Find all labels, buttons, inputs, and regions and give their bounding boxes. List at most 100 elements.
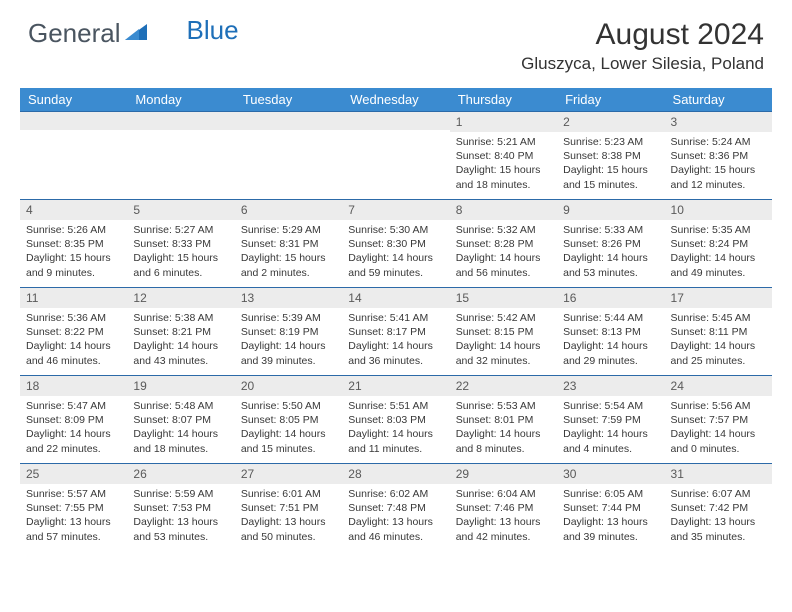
daylight-text: Daylight: 14 hours and 32 minutes.	[456, 339, 551, 367]
calendar-day-cell: 27Sunrise: 6:01 AMSunset: 7:51 PMDayligh…	[235, 464, 342, 552]
logo-text-2: Blue	[187, 15, 239, 46]
sunset-text: Sunset: 8:33 PM	[133, 237, 228, 251]
day-data: Sunrise: 6:04 AMSunset: 7:46 PMDaylight:…	[450, 484, 557, 548]
day-number: 7	[342, 200, 449, 220]
sunset-text: Sunset: 7:59 PM	[563, 413, 658, 427]
day-number: 17	[665, 288, 772, 308]
sunrise-text: Sunrise: 5:59 AM	[133, 487, 228, 501]
day-data: Sunrise: 5:32 AMSunset: 8:28 PMDaylight:…	[450, 220, 557, 284]
sunset-text: Sunset: 8:36 PM	[671, 149, 766, 163]
sunset-text: Sunset: 7:48 PM	[348, 501, 443, 515]
day-data: Sunrise: 5:27 AMSunset: 8:33 PMDaylight:…	[127, 220, 234, 284]
sunrise-text: Sunrise: 5:41 AM	[348, 311, 443, 325]
calendar-day-cell	[342, 112, 449, 200]
daylight-text: Daylight: 14 hours and 0 minutes.	[671, 427, 766, 455]
sunrise-text: Sunrise: 5:33 AM	[563, 223, 658, 237]
day-header: Thursday	[450, 88, 557, 112]
day-number: 24	[665, 376, 772, 396]
sunset-text: Sunset: 8:03 PM	[348, 413, 443, 427]
location-text: Gluszyca, Lower Silesia, Poland	[521, 54, 764, 74]
day-number: 16	[557, 288, 664, 308]
sunset-text: Sunset: 8:38 PM	[563, 149, 658, 163]
daylight-text: Daylight: 14 hours and 59 minutes.	[348, 251, 443, 279]
day-data: Sunrise: 5:56 AMSunset: 7:57 PMDaylight:…	[665, 396, 772, 460]
day-number: 20	[235, 376, 342, 396]
sunrise-text: Sunrise: 5:48 AM	[133, 399, 228, 413]
day-number: 12	[127, 288, 234, 308]
daylight-text: Daylight: 15 hours and 6 minutes.	[133, 251, 228, 279]
day-data: Sunrise: 5:21 AMSunset: 8:40 PMDaylight:…	[450, 132, 557, 196]
month-title: August 2024	[521, 18, 764, 52]
sunrise-text: Sunrise: 5:53 AM	[456, 399, 551, 413]
calendar-day-cell: 19Sunrise: 5:48 AMSunset: 8:07 PMDayligh…	[127, 376, 234, 464]
day-number	[342, 112, 449, 130]
day-data: Sunrise: 5:45 AMSunset: 8:11 PMDaylight:…	[665, 308, 772, 372]
daylight-text: Daylight: 13 hours and 53 minutes.	[133, 515, 228, 543]
sunset-text: Sunset: 8:05 PM	[241, 413, 336, 427]
day-data: Sunrise: 5:53 AMSunset: 8:01 PMDaylight:…	[450, 396, 557, 460]
day-data: Sunrise: 5:29 AMSunset: 8:31 PMDaylight:…	[235, 220, 342, 284]
daylight-text: Daylight: 13 hours and 50 minutes.	[241, 515, 336, 543]
daylight-text: Daylight: 15 hours and 18 minutes.	[456, 163, 551, 191]
day-number: 1	[450, 112, 557, 132]
sunset-text: Sunset: 8:09 PM	[26, 413, 121, 427]
daylight-text: Daylight: 15 hours and 2 minutes.	[241, 251, 336, 279]
calendar-day-cell: 12Sunrise: 5:38 AMSunset: 8:21 PMDayligh…	[127, 288, 234, 376]
calendar-day-cell: 20Sunrise: 5:50 AMSunset: 8:05 PMDayligh…	[235, 376, 342, 464]
sunset-text: Sunset: 7:53 PM	[133, 501, 228, 515]
sunrise-text: Sunrise: 5:50 AM	[241, 399, 336, 413]
sunrise-text: Sunrise: 5:36 AM	[26, 311, 121, 325]
daylight-text: Daylight: 14 hours and 8 minutes.	[456, 427, 551, 455]
daylight-text: Daylight: 13 hours and 46 minutes.	[348, 515, 443, 543]
sunset-text: Sunset: 8:21 PM	[133, 325, 228, 339]
calendar-week-row: 18Sunrise: 5:47 AMSunset: 8:09 PMDayligh…	[20, 376, 772, 464]
sunrise-text: Sunrise: 5:23 AM	[563, 135, 658, 149]
day-header: Friday	[557, 88, 664, 112]
day-number: 8	[450, 200, 557, 220]
title-block: August 2024 Gluszyca, Lower Silesia, Pol…	[521, 18, 764, 74]
day-number: 3	[665, 112, 772, 132]
sunrise-text: Sunrise: 5:44 AM	[563, 311, 658, 325]
daylight-text: Daylight: 14 hours and 4 minutes.	[563, 427, 658, 455]
day-data: Sunrise: 6:05 AMSunset: 7:44 PMDaylight:…	[557, 484, 664, 548]
daylight-text: Daylight: 14 hours and 18 minutes.	[133, 427, 228, 455]
sunrise-text: Sunrise: 6:02 AM	[348, 487, 443, 501]
day-number: 5	[127, 200, 234, 220]
day-number	[235, 112, 342, 130]
sunrise-text: Sunrise: 5:57 AM	[26, 487, 121, 501]
calendar-day-cell: 2Sunrise: 5:23 AMSunset: 8:38 PMDaylight…	[557, 112, 664, 200]
day-data: Sunrise: 5:30 AMSunset: 8:30 PMDaylight:…	[342, 220, 449, 284]
calendar-day-cell: 9Sunrise: 5:33 AMSunset: 8:26 PMDaylight…	[557, 200, 664, 288]
day-number: 21	[342, 376, 449, 396]
day-data: Sunrise: 5:54 AMSunset: 7:59 PMDaylight:…	[557, 396, 664, 460]
day-header: Monday	[127, 88, 234, 112]
sunrise-text: Sunrise: 5:35 AM	[671, 223, 766, 237]
calendar-day-cell: 10Sunrise: 5:35 AMSunset: 8:24 PMDayligh…	[665, 200, 772, 288]
calendar-day-cell: 24Sunrise: 5:56 AMSunset: 7:57 PMDayligh…	[665, 376, 772, 464]
sunset-text: Sunset: 8:07 PM	[133, 413, 228, 427]
sunset-text: Sunset: 7:55 PM	[26, 501, 121, 515]
day-data: Sunrise: 5:47 AMSunset: 8:09 PMDaylight:…	[20, 396, 127, 460]
page-header: General Blue August 2024 Gluszyca, Lower…	[0, 0, 792, 82]
day-data: Sunrise: 6:07 AMSunset: 7:42 PMDaylight:…	[665, 484, 772, 548]
sunrise-text: Sunrise: 6:07 AM	[671, 487, 766, 501]
day-number: 29	[450, 464, 557, 484]
calendar-day-cell: 30Sunrise: 6:05 AMSunset: 7:44 PMDayligh…	[557, 464, 664, 552]
daylight-text: Daylight: 14 hours and 15 minutes.	[241, 427, 336, 455]
daylight-text: Daylight: 14 hours and 36 minutes.	[348, 339, 443, 367]
day-header-row: Sunday Monday Tuesday Wednesday Thursday…	[20, 88, 772, 112]
sunset-text: Sunset: 7:46 PM	[456, 501, 551, 515]
daylight-text: Daylight: 15 hours and 15 minutes.	[563, 163, 658, 191]
day-data: Sunrise: 5:50 AMSunset: 8:05 PMDaylight:…	[235, 396, 342, 460]
sunrise-text: Sunrise: 5:21 AM	[456, 135, 551, 149]
sunrise-text: Sunrise: 5:47 AM	[26, 399, 121, 413]
day-data: Sunrise: 5:36 AMSunset: 8:22 PMDaylight:…	[20, 308, 127, 372]
daylight-text: Daylight: 14 hours and 53 minutes.	[563, 251, 658, 279]
day-number: 27	[235, 464, 342, 484]
daylight-text: Daylight: 13 hours and 57 minutes.	[26, 515, 121, 543]
calendar-day-cell: 31Sunrise: 6:07 AMSunset: 7:42 PMDayligh…	[665, 464, 772, 552]
sunrise-text: Sunrise: 5:32 AM	[456, 223, 551, 237]
calendar-week-row: 1Sunrise: 5:21 AMSunset: 8:40 PMDaylight…	[20, 112, 772, 200]
day-number: 28	[342, 464, 449, 484]
day-data: Sunrise: 5:33 AMSunset: 8:26 PMDaylight:…	[557, 220, 664, 284]
